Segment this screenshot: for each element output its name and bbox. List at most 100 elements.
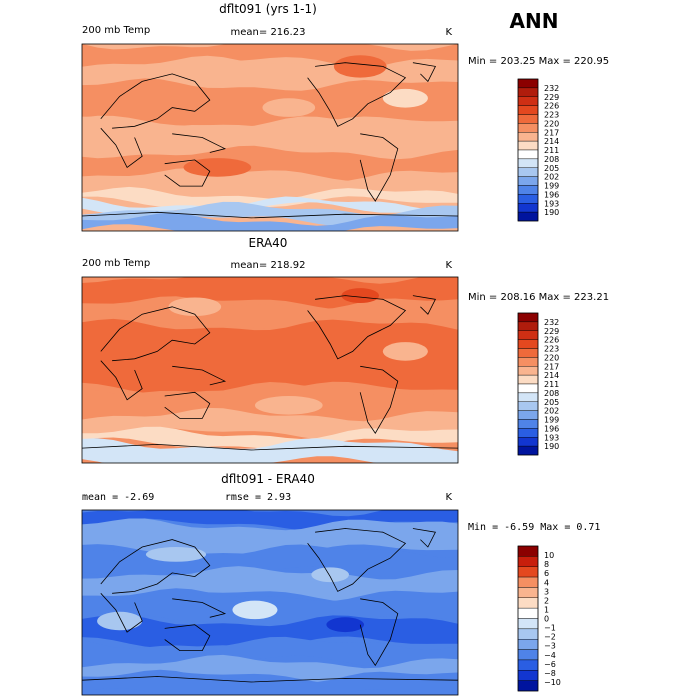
coastline xyxy=(100,306,211,362)
colorbar-swatch xyxy=(517,194,539,204)
panel-diff: dflt091 - ERA40 mean = -2.69 rmse = 2.93… xyxy=(81,472,600,696)
colorbar-tick-label: 208 xyxy=(544,155,559,164)
colorbar-tick-label: −4 xyxy=(544,651,556,660)
coastline xyxy=(100,360,143,401)
contour-band xyxy=(82,426,458,450)
colorbar-swatch xyxy=(517,176,539,186)
coastline xyxy=(100,73,211,129)
colorbar-swatch xyxy=(517,96,539,106)
colorbar-swatch xyxy=(517,321,539,331)
colorbar-swatch xyxy=(517,566,539,578)
panel-title: dflt091 (yrs 1-1) xyxy=(219,2,317,16)
contour-patch xyxy=(168,297,222,317)
colorbar-swatch xyxy=(517,158,539,168)
panel-left-label: 200 mb Temp xyxy=(82,25,150,36)
colorbar-swatch xyxy=(517,123,539,133)
map-frame xyxy=(81,276,459,464)
coastline xyxy=(359,365,399,434)
contour-patch xyxy=(145,547,207,562)
colorbar-tick-label: 202 xyxy=(544,173,559,182)
panel-title: dflt091 - ERA40 xyxy=(221,472,315,486)
contour-band xyxy=(82,544,458,580)
contour-patch xyxy=(183,158,252,177)
colorbar-swatch xyxy=(517,105,539,115)
panel-min-max: Min = 208.16 Max = 223.21 xyxy=(468,292,609,303)
colorbar-swatch xyxy=(517,680,539,692)
contour-band xyxy=(82,318,458,394)
coastline xyxy=(82,676,458,683)
colorbar-swatch xyxy=(517,149,539,160)
contour-band xyxy=(82,186,458,208)
panel-units-label: K xyxy=(445,27,452,38)
colorbar-swatch xyxy=(517,545,539,557)
colorbar-swatch xyxy=(517,587,539,598)
colorbar-swatch xyxy=(517,87,539,97)
colorbar-swatch xyxy=(517,374,539,385)
coastline xyxy=(412,62,437,83)
coastline xyxy=(307,62,407,127)
colorbar-swatch xyxy=(517,428,539,438)
panel-units-label: K xyxy=(445,260,452,271)
temperature-map xyxy=(81,276,459,464)
map-frame xyxy=(81,43,459,232)
panel-left-label: mean = -2.69 xyxy=(82,492,154,503)
colorbar-tick-label: 193 xyxy=(544,199,559,208)
colorbar-swatch xyxy=(517,401,539,411)
contour-band xyxy=(82,116,458,159)
colorbar-swatch xyxy=(517,339,539,349)
colorbar-frame xyxy=(517,78,539,222)
colorbar-tick-label: 3 xyxy=(544,587,549,596)
panel-model: dflt091 (yrs 1-1) 200 mb Temp mean= 216.… xyxy=(81,2,609,232)
map-frame xyxy=(81,509,459,696)
coastline xyxy=(100,593,143,633)
colorbar-tick-label: 208 xyxy=(544,389,559,398)
colorbar-tick-label: 229 xyxy=(544,327,559,336)
colorbar-tick-label: 226 xyxy=(544,102,559,111)
colorbar-tick-label: 214 xyxy=(544,371,559,380)
contour-patch xyxy=(254,396,323,415)
colorbar: 2322292262232202172142112082052021991961… xyxy=(517,78,559,222)
colorbar-tick-label: 226 xyxy=(544,336,559,345)
contour-band xyxy=(82,196,458,216)
colorbar-tick-label: 190 xyxy=(544,442,559,451)
coastline xyxy=(164,159,211,187)
contour-band xyxy=(82,145,458,182)
colorbar-tick-label: 205 xyxy=(544,398,559,407)
colorbar-tick-label: 190 xyxy=(544,208,559,217)
contour-patch xyxy=(232,600,278,620)
panel-min-max: Min = 203.25 Max = 220.95 xyxy=(468,56,609,67)
colorbar-swatch xyxy=(517,670,539,681)
coastline xyxy=(172,365,227,386)
coastline xyxy=(172,598,227,618)
colorbar-tick-label: 223 xyxy=(544,345,559,354)
colorbar-tick-label: 229 xyxy=(544,93,559,102)
coastline xyxy=(307,295,407,360)
contour-band xyxy=(82,438,458,463)
colorbar-frame xyxy=(517,312,539,456)
coastline xyxy=(164,391,211,419)
colorbar-swatch xyxy=(517,357,539,367)
colorbar-swatch xyxy=(517,211,539,222)
colorbar-tick-label: 196 xyxy=(544,424,559,433)
colorbar-frame xyxy=(517,545,539,692)
colorbar-tick-label: −1 xyxy=(544,624,556,633)
colorbar-swatch xyxy=(517,185,539,195)
coastline xyxy=(412,528,437,548)
colorbar: 2322292262232202172142112082052021991961… xyxy=(517,312,559,456)
colorbar-swatch xyxy=(517,203,539,213)
contour-patch xyxy=(97,611,143,631)
panel-obs: ERA40 200 mb Temp mean= 218.92 K Min = 2… xyxy=(81,236,609,464)
colorbar-tick-label: −10 xyxy=(544,678,561,687)
colorbar-tick-label: 196 xyxy=(544,190,559,199)
colorbar-tick-label: 211 xyxy=(544,380,559,389)
temperature-map xyxy=(81,43,459,232)
colorbar-tick-label: 205 xyxy=(544,164,559,173)
colorbar-swatch xyxy=(517,445,539,456)
colorbar-swatch xyxy=(517,140,539,151)
colorbar-swatch xyxy=(517,410,539,420)
colorbar-tick-label: 4 xyxy=(544,578,549,587)
panel-units-label: K xyxy=(445,492,452,503)
contour-band xyxy=(82,566,458,602)
coastline xyxy=(307,528,407,592)
